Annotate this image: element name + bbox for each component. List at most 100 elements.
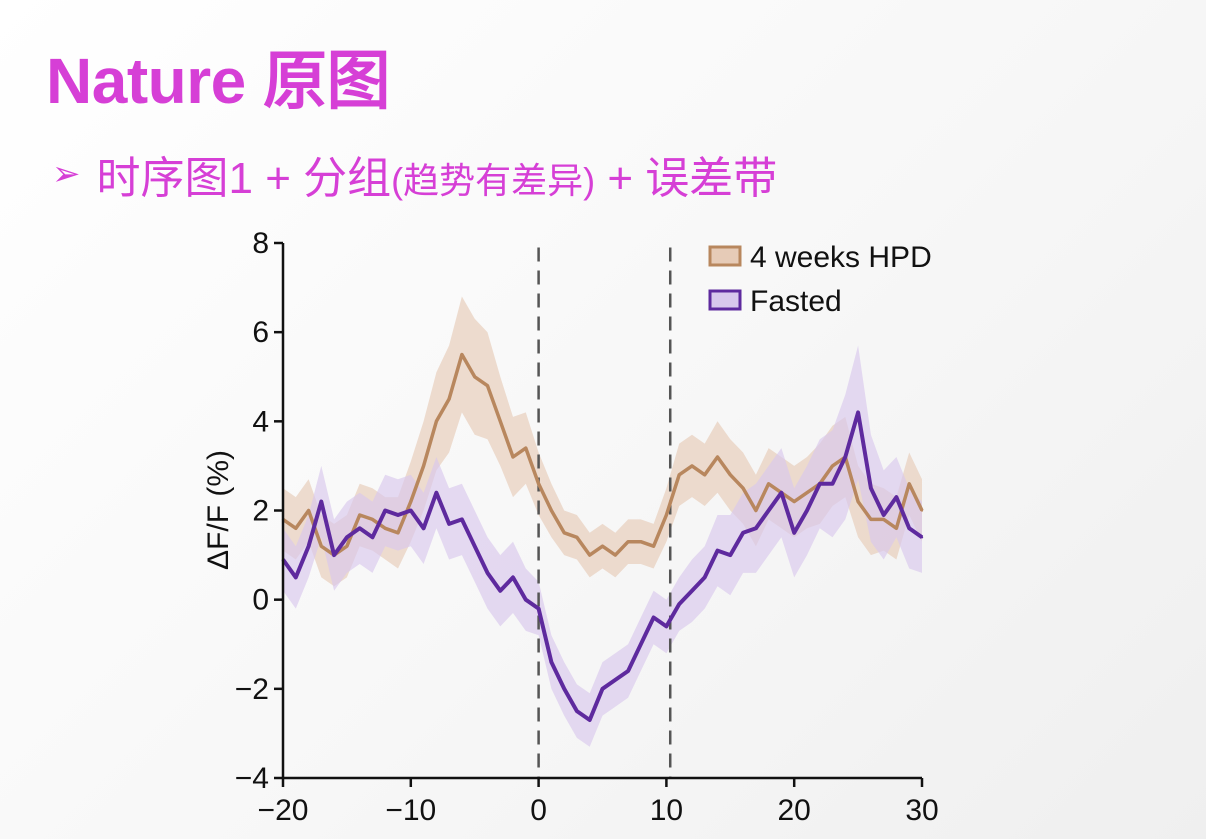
data-point-hpd bbox=[422, 464, 425, 468]
data-point-fasted bbox=[396, 513, 400, 517]
data-point-fasted bbox=[729, 553, 732, 557]
data-point-fasted bbox=[422, 527, 425, 530]
bullet-tail-text: + 误差带 bbox=[595, 154, 778, 203]
x-tick-label: −10 bbox=[385, 794, 436, 827]
data-point-hpd bbox=[678, 473, 681, 476]
data-point-fasted bbox=[703, 576, 706, 579]
data-point-fasted bbox=[345, 536, 349, 539]
data-point-hpd bbox=[882, 518, 885, 521]
data-point-fasted bbox=[320, 500, 323, 503]
data-point-hpd bbox=[409, 500, 412, 503]
data-point-fasted bbox=[524, 598, 527, 601]
data-point-hpd bbox=[550, 509, 553, 512]
data-point-fasted bbox=[856, 411, 860, 414]
data-point-hpd bbox=[384, 527, 387, 530]
data-point-hpd bbox=[908, 482, 911, 485]
data-point-hpd bbox=[741, 487, 745, 490]
slide-title: Nature 原图 bbox=[46, 45, 391, 117]
data-point-hpd bbox=[294, 527, 297, 530]
data-point-hpd bbox=[511, 455, 515, 459]
data-point-fasted bbox=[844, 455, 847, 459]
legend-swatch-fasted bbox=[708, 289, 742, 311]
data-point-hpd bbox=[537, 482, 540, 485]
bullet-main-text: 时序图1 + 分组 bbox=[96, 154, 392, 203]
data-point-fasted bbox=[869, 487, 873, 490]
legend-label-hpd: 4 weeks HPD bbox=[750, 241, 932, 274]
event-markers bbox=[537, 247, 672, 778]
data-point-fasted bbox=[435, 491, 438, 494]
data-point-fasted bbox=[447, 522, 451, 526]
y-tick-label: 8 bbox=[252, 227, 269, 260]
data-point-hpd bbox=[473, 375, 476, 378]
slide-bullet: ➢ 时序图1 + 分组(趋势有差异) + 误差带 bbox=[52, 142, 777, 206]
data-point-fasted bbox=[384, 509, 387, 512]
data-point-fasted bbox=[716, 549, 719, 552]
data-point-fasted bbox=[831, 482, 834, 485]
bullet-arrow-icon: ➢ bbox=[52, 155, 81, 193]
data-point-hpd bbox=[665, 513, 668, 517]
data-point-hpd bbox=[614, 553, 617, 557]
data-point-fasted bbox=[665, 625, 668, 628]
data-point-fasted bbox=[652, 616, 655, 619]
data-point-fasted bbox=[754, 527, 758, 530]
data-point-hpd bbox=[831, 464, 834, 468]
data-point-hpd bbox=[499, 420, 502, 423]
data-point-fasted bbox=[805, 509, 809, 512]
data-point-fasted bbox=[588, 718, 591, 722]
x-tick-label: 20 bbox=[778, 794, 811, 827]
data-point-hpd bbox=[703, 473, 706, 476]
data-point-hpd bbox=[524, 446, 527, 450]
data-point-fasted bbox=[550, 660, 553, 664]
data-point-hpd bbox=[754, 509, 758, 512]
data-point-fasted bbox=[307, 545, 310, 548]
data-point-hpd bbox=[895, 527, 898, 530]
data-point-fasted bbox=[690, 589, 694, 592]
bullet-paren-text: (趋势有差异) bbox=[391, 160, 596, 201]
data-point-hpd bbox=[793, 500, 796, 503]
data-point-hpd bbox=[345, 545, 349, 548]
data-point-hpd bbox=[371, 518, 374, 521]
chart-legend: 4 weeks HPD Fasted bbox=[708, 241, 932, 318]
data-point-hpd bbox=[307, 509, 310, 512]
data-point-fasted bbox=[486, 571, 489, 575]
data-point-hpd bbox=[626, 540, 630, 543]
data-point-fasted bbox=[882, 513, 885, 517]
y-tick-label: −4 bbox=[235, 762, 269, 795]
data-point-hpd bbox=[652, 545, 655, 548]
data-point-hpd bbox=[447, 397, 451, 401]
data-point-hpd bbox=[805, 491, 809, 494]
error-band-fasted bbox=[283, 345, 922, 747]
error-bands bbox=[283, 296, 922, 747]
data-point-hpd bbox=[575, 536, 579, 539]
data-point-hpd bbox=[767, 482, 770, 485]
y-tick-label: 4 bbox=[252, 405, 269, 438]
data-point-fasted bbox=[294, 576, 297, 579]
data-point-fasted bbox=[818, 482, 821, 485]
data-point-hpd bbox=[320, 545, 323, 548]
legend-label-fasted: Fasted bbox=[750, 285, 842, 318]
data-point-fasted bbox=[908, 527, 911, 530]
data-point-fasted bbox=[511, 576, 515, 579]
data-point-hpd bbox=[601, 545, 604, 548]
x-tick-label: 0 bbox=[530, 794, 547, 827]
data-point-fasted bbox=[614, 678, 617, 682]
y-tick-label: 6 bbox=[252, 316, 269, 349]
y-axis-label: ΔF/F (%) bbox=[202, 450, 235, 570]
legend-swatch-hpd bbox=[708, 245, 742, 267]
data-point-hpd bbox=[358, 513, 361, 517]
y-tick-label: 0 bbox=[252, 584, 269, 617]
series-lines bbox=[281, 352, 924, 722]
data-point-fasted bbox=[575, 709, 579, 713]
data-point-fasted bbox=[563, 687, 566, 690]
data-point-fasted bbox=[741, 531, 745, 534]
y-tick-label: −2 bbox=[235, 673, 269, 706]
data-point-hpd bbox=[639, 540, 642, 543]
data-point-fasted bbox=[920, 536, 924, 539]
x-tick-label: −20 bbox=[258, 794, 309, 827]
data-point-fasted bbox=[499, 589, 502, 592]
data-point-fasted bbox=[780, 491, 783, 494]
data-point-fasted bbox=[767, 509, 770, 512]
data-point-fasted bbox=[601, 687, 604, 690]
